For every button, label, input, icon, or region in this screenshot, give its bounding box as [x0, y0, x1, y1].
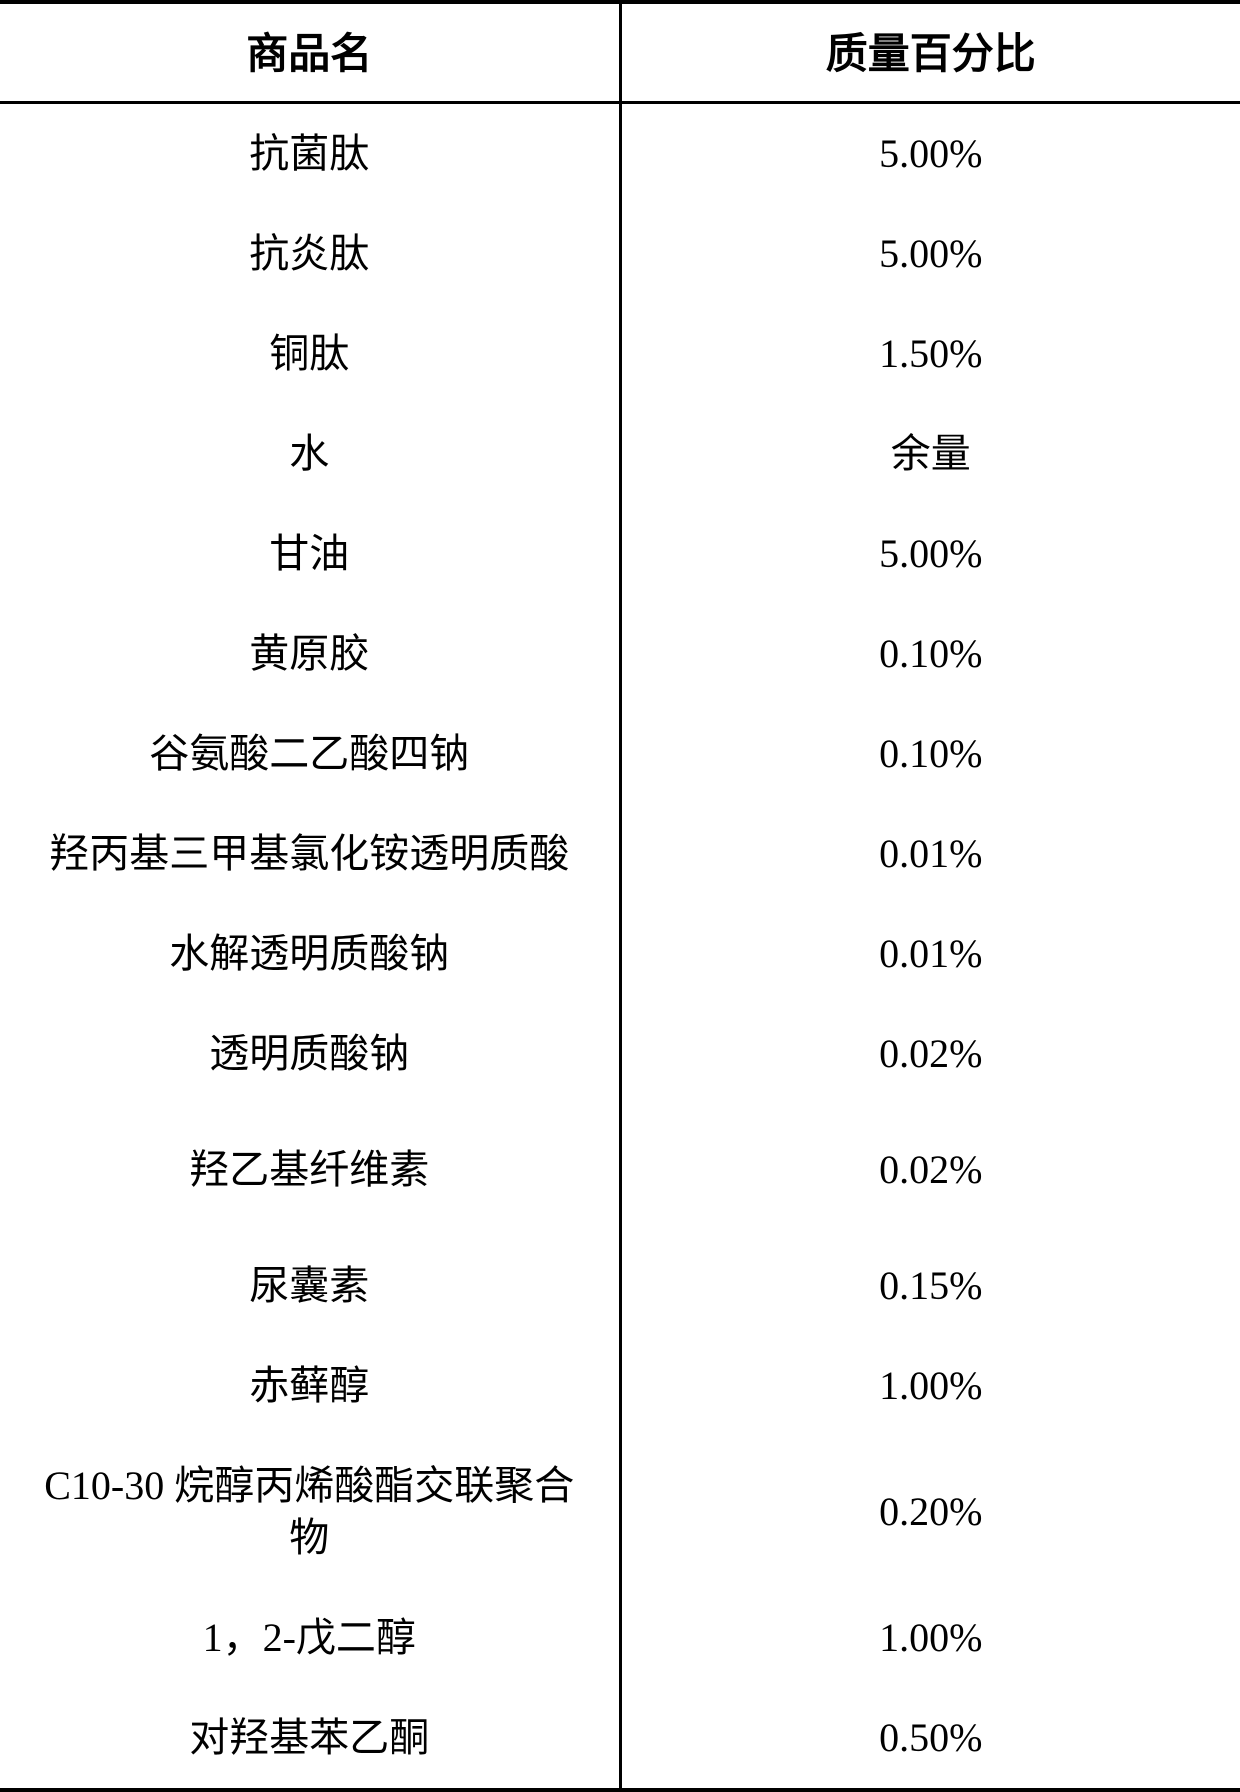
- cell-name: 谷氨酸二乙酸四钠: [0, 704, 620, 804]
- column-header-name: 商品名: [0, 2, 620, 103]
- cell-name: 羟丙基三甲基氯化铵透明质酸: [0, 804, 620, 904]
- cell-value: 5.00%: [620, 103, 1240, 205]
- cell-value: 0.10%: [620, 604, 1240, 704]
- table-header-row: 商品名 质量百分比: [0, 2, 1240, 103]
- ingredients-table: 商品名 质量百分比 抗菌肽5.00%抗炎肽5.00%铜肽1.50%水余量甘油5.…: [0, 0, 1240, 1792]
- table-row: 水解透明质酸钠0.01%: [0, 904, 1240, 1004]
- cell-value: 0.01%: [620, 804, 1240, 904]
- table-body: 抗菌肽5.00%抗炎肽5.00%铜肽1.50%水余量甘油5.00%黄原胶0.10…: [0, 103, 1240, 1791]
- table-row: 铜肽1.50%: [0, 304, 1240, 404]
- cell-value: 0.10%: [620, 704, 1240, 804]
- cell-value: 0.01%: [620, 904, 1240, 1004]
- cell-name: 水: [0, 404, 620, 504]
- column-header-value: 质量百分比: [620, 2, 1240, 103]
- cell-value: 1.00%: [620, 1588, 1240, 1688]
- cell-name: 透明质酸钠: [0, 1004, 620, 1110]
- table-row: 尿囊素0.15%: [0, 1230, 1240, 1336]
- cell-value: 0.15%: [620, 1230, 1240, 1336]
- cell-name: 尿囊素: [0, 1230, 620, 1336]
- table-row: 1，2-戊二醇1.00%: [0, 1588, 1240, 1688]
- cell-name: 抗炎肽: [0, 204, 620, 304]
- table-row: 抗菌肽5.00%: [0, 103, 1240, 205]
- cell-value: 0.20%: [620, 1436, 1240, 1588]
- cell-name: C10-30 烷醇丙烯酸酯交联聚合物: [0, 1436, 620, 1588]
- cell-name: 甘油: [0, 504, 620, 604]
- cell-value: 5.00%: [620, 504, 1240, 604]
- table-row: 谷氨酸二乙酸四钠0.10%: [0, 704, 1240, 804]
- cell-value: 余量: [620, 404, 1240, 504]
- table-row: 羟乙基纤维素0.02%: [0, 1110, 1240, 1230]
- cell-name: 抗菌肽: [0, 103, 620, 205]
- table-row: 赤藓醇1.00%: [0, 1336, 1240, 1436]
- table-row: 羟丙基三甲基氯化铵透明质酸0.01%: [0, 804, 1240, 904]
- cell-value: 1.00%: [620, 1336, 1240, 1436]
- table-row: 对羟基苯乙酮0.50%: [0, 1688, 1240, 1790]
- cell-value: 5.00%: [620, 204, 1240, 304]
- cell-name: 黄原胶: [0, 604, 620, 704]
- table-row: 水余量: [0, 404, 1240, 504]
- cell-name: 铜肽: [0, 304, 620, 404]
- cell-value: 1.50%: [620, 304, 1240, 404]
- cell-value: 0.02%: [620, 1004, 1240, 1110]
- cell-name: 赤藓醇: [0, 1336, 620, 1436]
- table-row: C10-30 烷醇丙烯酸酯交联聚合物0.20%: [0, 1436, 1240, 1588]
- cell-name: 1，2-戊二醇: [0, 1588, 620, 1688]
- table-row: 透明质酸钠0.02%: [0, 1004, 1240, 1110]
- table-row: 甘油5.00%: [0, 504, 1240, 604]
- cell-value: 0.50%: [620, 1688, 1240, 1790]
- cell-value: 0.02%: [620, 1110, 1240, 1230]
- table-row: 黄原胶0.10%: [0, 604, 1240, 704]
- cell-name: 羟乙基纤维素: [0, 1110, 620, 1230]
- cell-name: 水解透明质酸钠: [0, 904, 620, 1004]
- cell-name: 对羟基苯乙酮: [0, 1688, 620, 1790]
- table-row: 抗炎肽5.00%: [0, 204, 1240, 304]
